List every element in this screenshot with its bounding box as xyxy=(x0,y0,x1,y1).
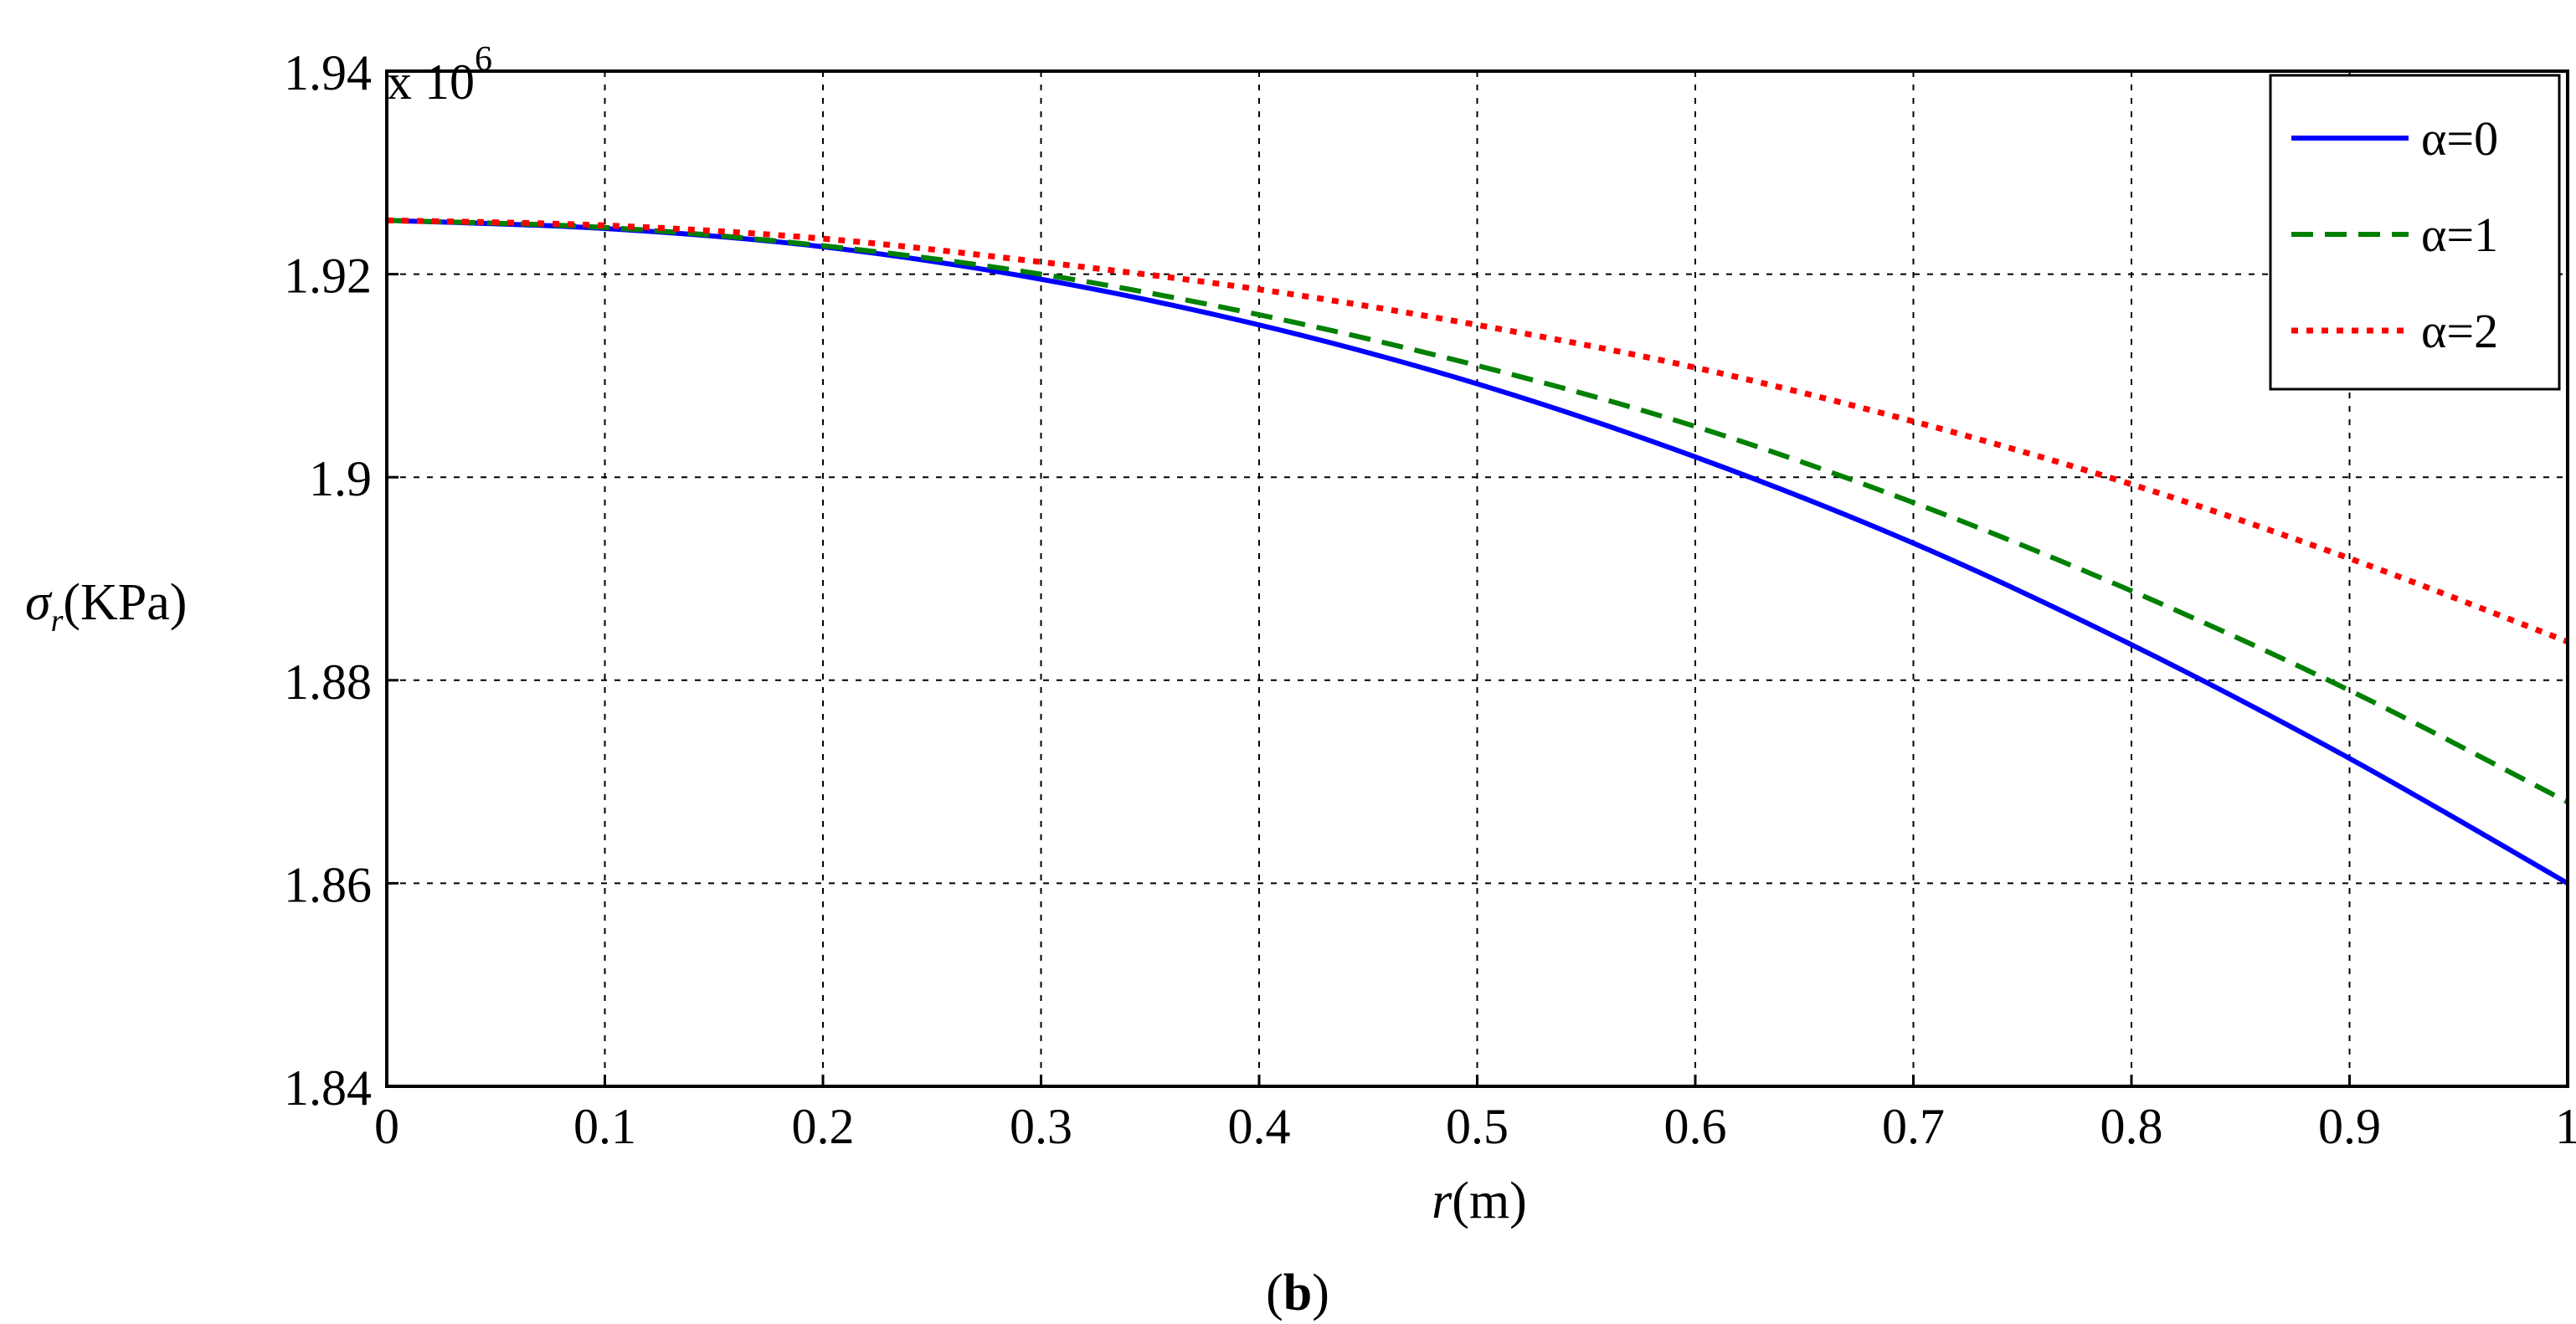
y-tick-label: 1.86 xyxy=(284,857,372,912)
x-tick-label: 0.1 xyxy=(573,1099,636,1154)
x-tick-label: 0.5 xyxy=(1446,1099,1509,1154)
x-tick-label: 0.7 xyxy=(1882,1099,1945,1154)
x-tick-label: 1 xyxy=(2555,1099,2576,1154)
x-tick-label: 0.9 xyxy=(2318,1099,2381,1154)
y-axis-label: σr(KPa) xyxy=(25,574,187,639)
legend-label-0: α=0 xyxy=(2421,111,2498,166)
figure-caption: (b) xyxy=(1266,1265,1329,1321)
legend-label-1: α=1 xyxy=(2421,208,2498,262)
x-tick-label: 0.2 xyxy=(792,1099,855,1154)
y-tick-label: 1.88 xyxy=(284,654,372,710)
x-tick-label: 0.8 xyxy=(2100,1099,2163,1154)
series-line-2 xyxy=(386,217,2569,644)
caption-open: ( xyxy=(1266,1265,1283,1321)
x-tick-label: 0 xyxy=(374,1099,399,1154)
x-axis-symbol: r xyxy=(1432,1173,1453,1229)
y-tick-label: 1.9 xyxy=(309,451,372,506)
y-axis-subscript: r xyxy=(51,603,64,639)
y-tick-label: 1.92 xyxy=(284,249,372,304)
legend-label-2: α=2 xyxy=(2421,304,2498,358)
series-lines xyxy=(386,217,2569,886)
y-multiplier: x 106 xyxy=(387,40,492,110)
y-tick-label: 1.84 xyxy=(284,1060,372,1116)
series-line-1 xyxy=(386,218,2569,805)
caption-close: ) xyxy=(1312,1265,1329,1321)
y-tick-label: 1.94 xyxy=(284,45,372,100)
x-tick-label: 0.4 xyxy=(1228,1099,1291,1154)
y-axis-symbol: σ xyxy=(25,574,53,631)
grid-lines xyxy=(387,71,2568,1086)
y-axis-unit: (KPa) xyxy=(63,574,187,631)
legend-box xyxy=(2269,74,2561,391)
x-tick-label: 0.3 xyxy=(1010,1099,1072,1154)
x-tick-label: 0.6 xyxy=(1664,1099,1727,1154)
legend: α=0 α=1 α=2 xyxy=(2269,74,2561,391)
caption-letter: b xyxy=(1283,1265,1312,1321)
axis-ticks: 0 0.1 0.2 0.3 0.4 0.5 0.6 0.7 0.8 0.9 1 1.84 1.86 1.8… xyxy=(284,45,2576,1154)
x-axis-unit: (m) xyxy=(1452,1173,1527,1229)
y-multiplier-base: x 10 xyxy=(387,54,475,110)
x-axis-label: r(m) xyxy=(1432,1173,1527,1229)
y-multiplier-exponent: 6 xyxy=(475,40,492,79)
